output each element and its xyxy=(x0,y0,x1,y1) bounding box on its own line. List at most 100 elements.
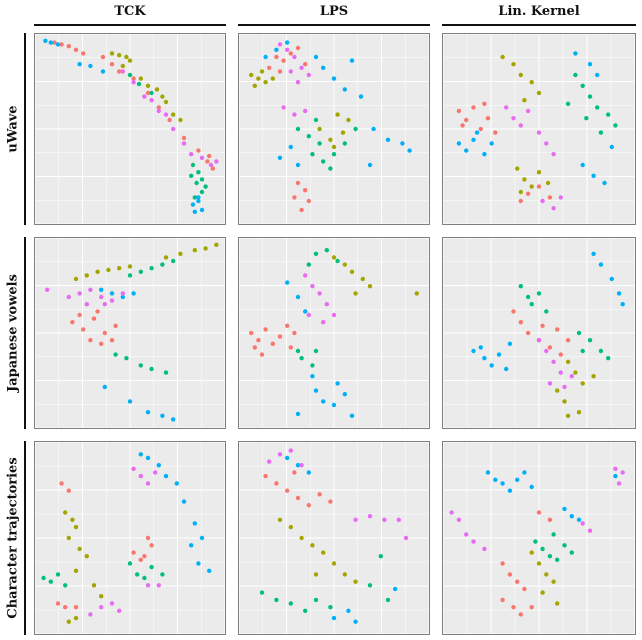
data-point xyxy=(189,543,194,548)
data-point xyxy=(500,481,505,486)
data-point xyxy=(288,601,293,606)
data-point xyxy=(573,51,578,56)
data-point xyxy=(616,481,622,486)
data-point xyxy=(84,302,89,307)
data-point xyxy=(88,63,93,69)
data-point xyxy=(580,381,585,386)
data-point xyxy=(63,510,68,515)
data-point xyxy=(100,54,106,60)
data-point xyxy=(321,320,326,325)
data-point xyxy=(295,411,301,417)
data-point xyxy=(73,605,79,610)
data-point xyxy=(464,532,469,537)
data-point xyxy=(482,152,487,157)
row-header-label: Japanese vowels xyxy=(5,274,21,392)
data-point xyxy=(331,615,337,621)
data-point xyxy=(41,575,46,581)
data-point xyxy=(303,188,308,193)
data-point xyxy=(540,546,545,552)
data-point xyxy=(321,399,326,404)
data-point xyxy=(540,590,545,595)
data-point xyxy=(342,141,347,146)
data-point xyxy=(511,309,516,314)
data-point xyxy=(306,503,311,508)
data-point xyxy=(214,159,219,164)
data-point xyxy=(124,54,129,60)
data-point xyxy=(127,273,133,278)
data-point xyxy=(163,112,169,117)
data-point xyxy=(277,69,283,74)
data-point xyxy=(207,153,212,159)
data-point xyxy=(478,345,483,350)
data-point xyxy=(349,269,355,274)
data-point xyxy=(507,341,513,346)
data-point xyxy=(288,524,293,530)
data-point xyxy=(456,108,462,114)
data-point xyxy=(500,597,505,603)
panel-uwave-lin-kernel xyxy=(442,33,636,225)
data-point xyxy=(274,481,279,486)
data-point xyxy=(507,488,513,493)
data-point xyxy=(569,374,574,379)
data-point xyxy=(171,126,176,132)
data-point xyxy=(174,481,179,486)
data-point xyxy=(367,162,373,168)
column-header-label: TCK xyxy=(114,4,146,19)
data-point xyxy=(303,108,308,114)
data-point xyxy=(620,302,625,307)
data-point xyxy=(378,554,383,559)
data-point xyxy=(295,495,301,501)
data-point xyxy=(496,352,502,357)
data-point xyxy=(573,72,578,78)
data-point xyxy=(595,72,600,78)
data-point xyxy=(396,517,401,522)
data-point xyxy=(171,112,176,117)
data-point xyxy=(482,546,487,552)
data-point xyxy=(518,198,523,204)
data-point xyxy=(145,583,151,588)
data-point xyxy=(109,51,115,56)
data-point xyxy=(295,126,301,132)
data-point xyxy=(73,524,79,530)
data-point xyxy=(274,597,279,603)
data-point xyxy=(288,51,293,56)
data-point xyxy=(299,356,304,361)
data-point xyxy=(153,470,158,475)
data-point xyxy=(587,338,593,343)
data-point xyxy=(328,499,333,504)
data-point xyxy=(515,579,520,584)
data-point xyxy=(142,94,147,99)
data-point xyxy=(407,148,412,153)
data-point xyxy=(353,517,358,522)
data-point xyxy=(99,594,104,599)
data-point xyxy=(536,90,542,96)
data-point xyxy=(500,561,505,566)
data-point xyxy=(73,568,79,573)
data-point xyxy=(385,137,391,142)
data-point xyxy=(277,452,283,457)
data-point xyxy=(131,550,136,555)
data-point xyxy=(485,116,491,121)
data-point xyxy=(100,69,106,74)
scatter-plot xyxy=(239,238,429,428)
data-point xyxy=(196,170,201,175)
data-point xyxy=(145,455,151,461)
row-header-label: Character trajectories xyxy=(5,457,21,619)
data-point xyxy=(569,514,574,519)
data-point xyxy=(267,65,272,70)
data-point xyxy=(317,141,322,146)
data-point xyxy=(127,72,133,78)
data-point xyxy=(331,76,337,81)
data-point xyxy=(536,130,542,135)
data-point xyxy=(533,539,538,544)
data-point xyxy=(277,517,283,522)
data-point xyxy=(321,550,326,555)
data-point xyxy=(120,63,126,69)
data-point xyxy=(252,345,257,350)
data-point xyxy=(163,370,169,375)
data-point xyxy=(518,284,523,289)
data-point xyxy=(181,499,187,504)
data-point xyxy=(277,334,283,339)
data-point xyxy=(277,42,283,47)
data-point xyxy=(576,517,582,522)
